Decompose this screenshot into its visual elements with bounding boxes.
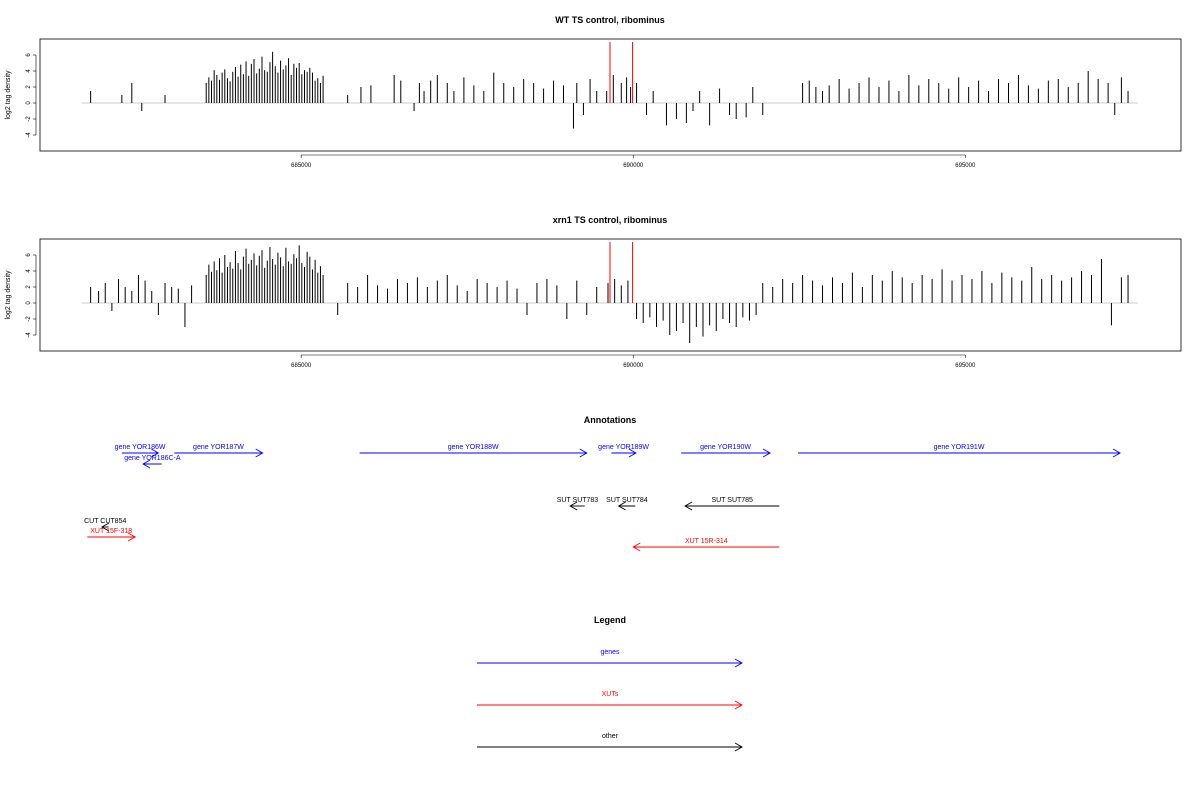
other-feature-label: CUT CUT854: [84, 518, 126, 525]
wt-bars: [82, 42, 1138, 129]
gene-feature-label: gene YOR189W: [598, 444, 649, 451]
xrn1-x-tick-label: 685000: [291, 363, 312, 369]
legend-item-label: genes: [600, 649, 620, 656]
wt-y-tick-label: -4: [26, 132, 32, 138]
gene-feature-label: gene YOR188W: [448, 444, 499, 451]
legend: Legend genes XUTs other: [477, 615, 742, 751]
wt-y-tick-label: 6: [26, 53, 32, 57]
legend-title: Legend: [594, 615, 626, 625]
xrn1-y-tick-label: 2: [26, 285, 32, 289]
gene-feature-label: gene YOR190W: [700, 444, 751, 451]
wt-y-tick-label: 4: [26, 69, 32, 73]
legend-item-label: XUTs: [602, 691, 619, 698]
xrn1-track-title: xrn1 TS control, ribominus: [553, 215, 668, 225]
gene-feature-label: gene YOR186W: [115, 444, 166, 451]
xrn1-y-tick-label: 6: [26, 253, 32, 257]
xrn1-y-axis-label: log2 tag density: [5, 270, 12, 320]
wt-y-tick-label: 2: [26, 85, 32, 89]
xut-feature-label: XUT 15F-318: [90, 528, 132, 535]
annotations-title: Annotations: [584, 415, 637, 425]
other-feature-label: SUT SUT784: [606, 497, 648, 504]
wt-x-tick-label: 690000: [623, 163, 644, 169]
wt-axes: -4 -2 0 2 4 6 685000 690000 695000: [26, 53, 976, 169]
annotation-features: gene YOR186W gene YOR186C-A gene YOR187W ge…: [84, 444, 1120, 551]
legend-items: genes XUTs other: [477, 649, 742, 751]
other-feature-label: SUT SUT785: [711, 497, 753, 504]
wt-y-axis-label: log2 tag density: [5, 70, 12, 120]
figure: WT TS control, ribominus log2 tag densit…: [0, 0, 1200, 800]
xrn1-x-tick-label: 690000: [623, 363, 644, 369]
xrn1-y-tick-label: 4: [26, 269, 32, 273]
other-feature-label: SUT SUT783: [557, 497, 599, 504]
xrn1-y-tick-label: 0: [26, 301, 32, 305]
wt-y-tick-label: -2: [26, 116, 32, 122]
gene-feature-label: gene YOR187W: [193, 444, 244, 451]
wt-track-panel: WT TS control, ribominus log2 tag densit…: [5, 15, 1181, 169]
gene-feature-label: gene YOR186C-A: [124, 455, 181, 462]
xrn1-axes: -4 -2 0 2 4 6 685000 690000 695000: [26, 253, 976, 369]
wt-y-tick-label: 0: [26, 101, 32, 105]
xrn1-y-tick-label: -4: [26, 332, 32, 338]
xrn1-track-panel: xrn1 TS control, ribominus log2 tag dens…: [5, 215, 1181, 369]
wt-x-tick-label: 695000: [955, 163, 976, 169]
xut-feature-label: XUT 15R-314: [685, 538, 728, 545]
gene-feature-label: gene YOR191W: [934, 444, 985, 451]
xrn1-x-tick-label: 695000: [955, 363, 976, 369]
wt-track-title: WT TS control, ribominus: [555, 15, 665, 25]
xrn1-bars: [82, 242, 1138, 343]
legend-item-label: other: [602, 733, 619, 740]
xrn1-y-tick-label: -2: [26, 316, 32, 322]
wt-x-tick-label: 685000: [291, 163, 312, 169]
